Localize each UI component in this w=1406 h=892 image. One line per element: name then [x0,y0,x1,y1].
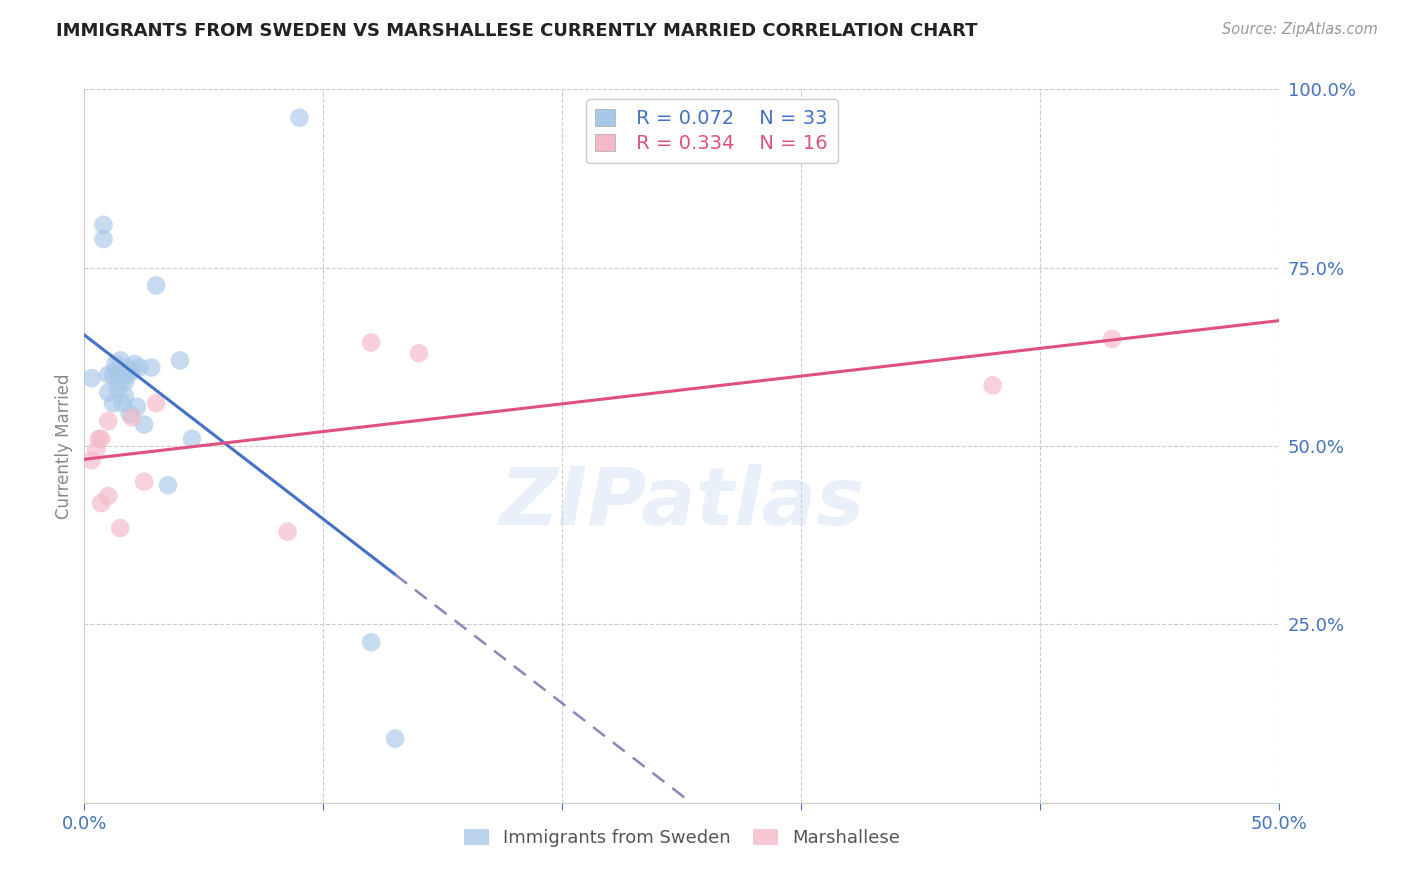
Point [87,432,110,446]
Point [181,432,204,446]
Point [90,432,112,446]
Y-axis label: Currently Married: Currently Married [55,373,73,519]
Point [90,496,112,510]
Point [117,360,139,375]
Point [111,368,134,382]
Point [384,731,406,746]
Point [93,232,115,246]
Text: IMMIGRANTS FROM SWEDEN VS MARSHALLESE CURRENTLY MARRIED CORRELATION CHART: IMMIGRANTS FROM SWEDEN VS MARSHALLESE CU… [56,22,977,40]
Point [124,357,146,371]
Point [117,368,139,382]
Point [110,521,132,535]
Point [101,396,124,410]
Point [110,353,132,368]
Point [132,417,156,432]
Point [125,400,148,414]
Point [981,378,1004,392]
Point [80,453,103,467]
Point [110,368,132,382]
Point [104,364,127,378]
Point [1101,332,1123,346]
Point [121,364,143,378]
Point [101,368,124,382]
Point [114,375,136,389]
Point [141,360,163,375]
Text: ZIPatlas: ZIPatlas [499,464,865,542]
Point [408,346,430,360]
Point [121,410,143,425]
Point [93,218,115,232]
Point [111,396,134,410]
Point [145,396,167,410]
Point [132,475,156,489]
Point [97,489,120,503]
Point [277,524,299,539]
Point [360,635,382,649]
Point [288,111,311,125]
Point [97,368,120,382]
Point [110,375,132,389]
Point [114,389,136,403]
Legend: Immigrants from Sweden, Marshallese: Immigrants from Sweden, Marshallese [457,822,907,855]
Point [118,407,141,421]
Point [145,278,167,293]
Point [360,335,382,350]
Point [97,385,120,400]
Text: Source: ZipAtlas.com: Source: ZipAtlas.com [1222,22,1378,37]
Point [107,382,129,396]
Point [97,414,120,428]
Point [157,478,180,492]
Point [104,357,127,371]
Point [169,353,191,368]
Point [128,360,150,375]
Point [86,442,108,457]
Point [80,371,103,385]
